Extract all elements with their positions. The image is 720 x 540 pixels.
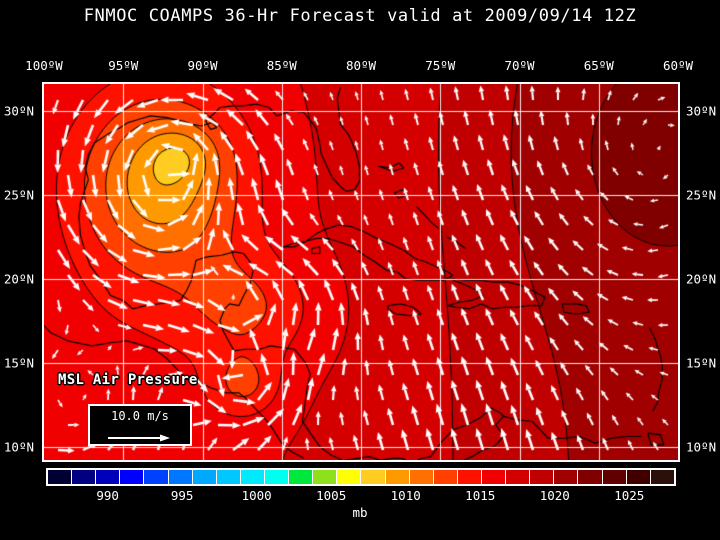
- colorbar-segment: [48, 470, 73, 484]
- wind-vector-scale-label: 10.0 m/s: [111, 409, 169, 423]
- lon-tick-label: 100ºW: [25, 58, 63, 73]
- colorbar-segment: [144, 470, 169, 484]
- colorbar-segment: [337, 470, 362, 484]
- colorbar-segment: [626, 470, 651, 484]
- lat-tick-label-left: 10ºN: [3, 439, 34, 455]
- colorbar-segment: [578, 470, 603, 484]
- colorbar-segment: [506, 470, 531, 484]
- colorbar-segment: [264, 470, 290, 484]
- colorbar-segment: [96, 470, 121, 484]
- colorbar-tick-label: 1000: [241, 488, 272, 503]
- lat-tick-label-left: 25ºN: [3, 187, 34, 203]
- colorbar-segment: [361, 470, 386, 484]
- lon-tick-label: 60ºW: [662, 58, 694, 73]
- colorbar-tick-label: 1005: [316, 488, 347, 503]
- colorbar-tick-label: 1020: [539, 488, 570, 503]
- colorbar-segment: [602, 470, 627, 484]
- colorbar-tick-label: 1025: [614, 488, 645, 503]
- page-title: FNMOC COAMPS 36-Hr Forecast valid at 200…: [83, 6, 637, 26]
- lat-tick-label-left: 30ºN: [3, 103, 34, 119]
- lon-tick-label: 65ºW: [583, 58, 614, 73]
- colorbar-segment: [481, 470, 507, 484]
- colorbar-tick-label: 1010: [390, 488, 421, 503]
- colorbar-segment: [313, 470, 338, 484]
- colorbar-tick-labels: 990 995 1000 1005 1010 1015 1020 1025: [0, 488, 720, 504]
- colorbar-segment: [409, 470, 434, 484]
- lat-tick-label-right: 25ºN: [686, 187, 717, 203]
- colorbar-segment: [385, 470, 410, 484]
- colorbar-segment: [192, 470, 217, 484]
- colorbar-segment: [289, 470, 314, 484]
- right-arrow-icon: [108, 434, 170, 442]
- lat-tick-label-left: 15ºN: [3, 355, 34, 371]
- colorbar-segment: [457, 470, 482, 484]
- lon-tick-label: 90ºW: [187, 58, 218, 73]
- colorbar-segment: [120, 470, 145, 484]
- lon-tick-label: 95ºW: [108, 58, 139, 73]
- longitude-axis: 100ºW 95ºW 90ºW 85ºW 80ºW 75ºW 70ºW 65ºW 60ºW: [0, 58, 720, 74]
- wind-vector-scale-box: 10.0 m/s: [88, 404, 192, 446]
- colorbar-segment: [554, 470, 579, 484]
- lat-tick-label-right: 15ºN: [686, 355, 717, 371]
- map-panel[interactable]: MSL Air Pressure 10.0 m/s: [42, 82, 680, 462]
- colorbar-tick-label: 995: [170, 488, 194, 503]
- colorbar-segment: [240, 470, 265, 484]
- lat-tick-label-right: 10ºN: [686, 439, 717, 455]
- colorbar-unit-label: mb: [352, 505, 368, 520]
- lon-tick-label: 75ºW: [425, 58, 456, 73]
- colorbar-tick-label: 990: [96, 488, 119, 503]
- lon-tick-label: 80ºW: [345, 58, 377, 73]
- colorbar-segment: [650, 470, 674, 484]
- colorbar-tick-label: 1015: [465, 488, 496, 503]
- colorbar-segment: [433, 470, 458, 484]
- lon-tick-label: 85ºW: [266, 58, 297, 73]
- colorbar-segment: [216, 470, 241, 484]
- lat-tick-label-right: 20ºN: [686, 271, 717, 287]
- colorbar-segment: [530, 470, 555, 484]
- pressure-colorbar[interactable]: [46, 468, 676, 486]
- colorbar-segment: [72, 470, 97, 484]
- pressure-field-canvas: [44, 84, 678, 460]
- lat-tick-label-left: 20ºN: [3, 271, 34, 287]
- lon-tick-label: 70ºW: [504, 58, 535, 73]
- colorbar-segment: [168, 470, 193, 484]
- lat-tick-label-right: 30ºN: [686, 103, 717, 119]
